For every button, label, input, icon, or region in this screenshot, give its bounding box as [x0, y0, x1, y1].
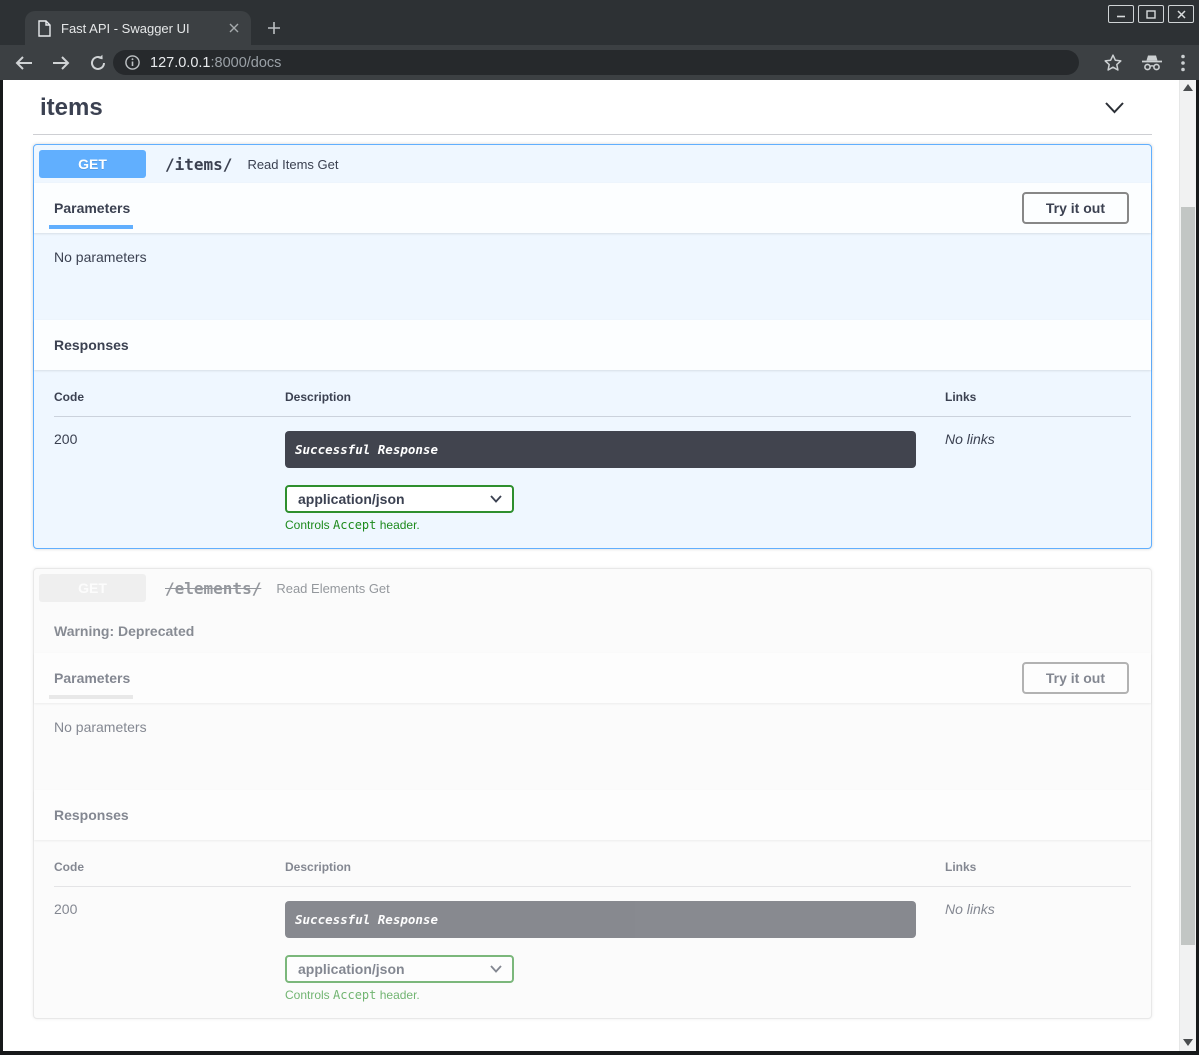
- no-parameters-text: No parameters: [54, 249, 147, 265]
- col-header-description: Description: [285, 860, 352, 874]
- accept-note-post: header.: [376, 518, 420, 532]
- media-type-value: application/json: [298, 491, 405, 507]
- window-controls: [1108, 5, 1194, 23]
- try-it-out-button[interactable]: Try it out: [1021, 192, 1129, 224]
- col-header-code: Code: [54, 390, 84, 404]
- responses-title: Responses: [54, 337, 129, 353]
- bookmark-star-icon[interactable]: [1103, 53, 1123, 73]
- accept-note-pre: Controls: [285, 518, 334, 532]
- browser-menu-icon[interactable]: [1181, 54, 1185, 72]
- tab-parameters[interactable]: Parameters: [54, 670, 131, 686]
- back-icon[interactable]: [12, 51, 36, 75]
- method-badge: GET: [39, 574, 146, 602]
- tab-parameters[interactable]: Parameters: [54, 200, 131, 216]
- response-row-200: 200 Successful Response application/json…: [54, 417, 1131, 532]
- responses-table-header: Code Description Links: [54, 390, 1131, 417]
- response-description-box: Successful Response: [285, 901, 916, 938]
- media-type-select[interactable]: application/json: [285, 955, 514, 983]
- method-badge: GET: [39, 150, 146, 178]
- col-header-code: Code: [54, 860, 84, 874]
- select-chevron-down-icon: [490, 965, 502, 973]
- tab-title: Fast API - Swagger UI: [61, 20, 190, 36]
- media-type-value: application/json: [298, 961, 405, 977]
- forward-icon[interactable]: [49, 51, 73, 75]
- scrollbar-down-arrow-icon[interactable]: [1183, 1039, 1193, 1046]
- operation-get-elements-deprecated: GET /elements/ Read Elements Get Warning…: [33, 568, 1152, 1019]
- accept-note-code: Accept: [333, 988, 377, 1002]
- operation-get-items: GET /items/ Read Items Get Parameters Tr…: [33, 144, 1152, 549]
- accept-note-pre: Controls: [285, 988, 334, 1002]
- address-bar[interactable]: 127.0.0.1:8000/docs: [113, 50, 1079, 75]
- operation-summary[interactable]: GET /items/ Read Items Get: [34, 145, 1151, 183]
- col-header-links: Links: [945, 390, 977, 404]
- accept-header-note: Controls Accept header.: [285, 988, 945, 1002]
- accept-header-note: Controls Accept header.: [285, 518, 945, 532]
- col-header-links: Links: [945, 860, 977, 874]
- scrollbar-thumb[interactable]: [1181, 207, 1195, 945]
- titlebar: Fast API - Swagger UI: [0, 0, 1199, 45]
- reload-icon[interactable]: [86, 51, 110, 75]
- accept-note-post: header.: [376, 988, 420, 1002]
- responses-header: Responses: [34, 320, 1151, 370]
- chevron-down-icon[interactable]: [1104, 100, 1125, 116]
- close-button[interactable]: [1168, 5, 1194, 23]
- response-code: 200: [54, 901, 78, 917]
- operation-path: /elements/: [165, 578, 262, 598]
- parameters-header: Parameters Try it out: [34, 183, 1151, 233]
- page-scrollbar[interactable]: [1179, 80, 1196, 1051]
- no-links-text: No links: [945, 901, 995, 917]
- maximize-button[interactable]: [1138, 5, 1164, 23]
- responses-table-header: Code Description Links: [54, 860, 1131, 887]
- parameters-header: Parameters Try it out: [34, 653, 1151, 703]
- accept-note-code: Accept: [333, 518, 377, 532]
- scrollbar-up-arrow-icon[interactable]: [1183, 84, 1193, 91]
- response-code: 200: [54, 431, 78, 447]
- active-tab-underline: [49, 225, 133, 229]
- new-tab-icon[interactable]: [260, 14, 288, 42]
- responses-title: Responses: [54, 807, 129, 823]
- operation-description: Read Items Get: [247, 156, 339, 172]
- page-content: items GET /items/ Read Items Get Paramet…: [3, 80, 1196, 1051]
- operation-summary[interactable]: GET /elements/ Read Elements Get: [34, 569, 1151, 607]
- col-header-description: Description: [285, 390, 352, 404]
- response-row-200: 200 Successful Response application/json: [54, 887, 1131, 1002]
- active-tab-underline: [49, 695, 133, 699]
- no-links-text: No links: [945, 431, 995, 447]
- tag-title: items: [40, 94, 103, 121]
- url-path: :8000/docs: [210, 54, 282, 71]
- incognito-icon: [1140, 54, 1164, 72]
- minimize-button[interactable]: [1108, 5, 1134, 23]
- browser-tab[interactable]: Fast API - Swagger UI: [25, 11, 251, 45]
- tab-close-icon[interactable]: [225, 19, 243, 37]
- response-description-box: Successful Response: [285, 431, 916, 468]
- favicon-page-icon: [37, 19, 52, 37]
- no-parameters-text: No parameters: [54, 719, 147, 735]
- media-type-select[interactable]: application/json: [285, 485, 514, 513]
- responses-header: Responses: [34, 790, 1151, 840]
- tag-section-header[interactable]: items: [33, 80, 1152, 135]
- select-chevron-down-icon: [490, 495, 502, 503]
- operation-description: Read Elements Get: [276, 580, 390, 596]
- url-host: 127.0.0.1: [150, 54, 211, 71]
- try-it-out-button[interactable]: Try it out: [1021, 662, 1129, 694]
- url-text: 127.0.0.1:8000/docs: [150, 55, 281, 71]
- deprecated-warning: Warning: Deprecated: [54, 623, 195, 639]
- site-info-icon[interactable]: [125, 55, 140, 70]
- operation-path: /items/: [165, 154, 233, 174]
